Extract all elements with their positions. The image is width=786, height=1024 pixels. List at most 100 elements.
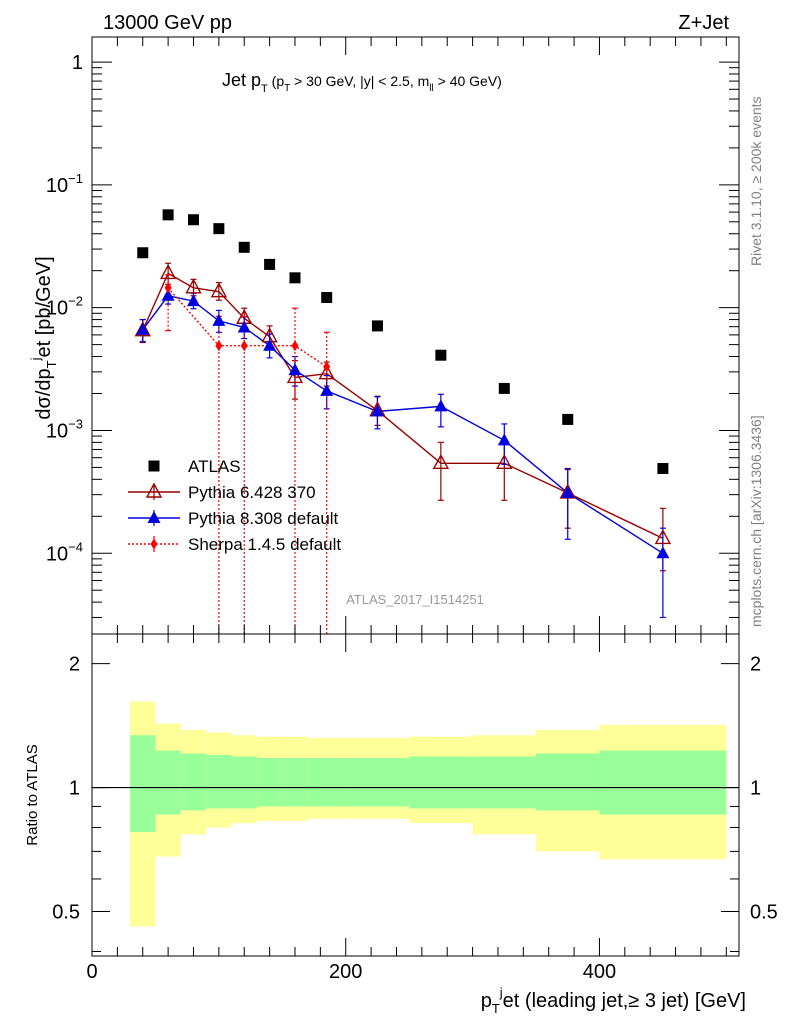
data-point: [186, 294, 200, 307]
y-tick-label: 10−4: [46, 539, 83, 565]
data-point: [370, 404, 384, 417]
ratio-band-inner: [155, 750, 181, 815]
ratio-band-inner: [536, 753, 600, 811]
ratio-y-tick-label-right: 0.5: [750, 902, 778, 924]
data-point: [657, 462, 669, 474]
data-point: [288, 363, 302, 376]
ratio-y-tick-label-right: 2: [750, 654, 761, 676]
data-point: [263, 338, 277, 351]
ratio-axes: 2 2 1 1 0.5 0.5 0 200 400: [52, 634, 778, 983]
data-point: [656, 546, 670, 559]
series-line: [167, 287, 328, 368]
data-point: [498, 382, 510, 394]
legend-label: Pythia 6.428 370: [188, 483, 316, 502]
data-point: [323, 361, 331, 373]
data-point: [134, 321, 151, 337]
legend-label: Pythia 8.308 default: [188, 509, 339, 528]
data-markers: [134, 209, 672, 559]
data-point: [137, 247, 149, 259]
ratio-band-inner: [282, 757, 308, 807]
ratio-frame: [91, 633, 740, 957]
ratio-band-inner: [599, 750, 727, 815]
data-point: [289, 272, 301, 284]
data-point: [434, 399, 448, 412]
title-main-sub: T: [261, 83, 268, 95]
x-tick-label: 0: [86, 961, 97, 983]
data-point: [215, 340, 223, 352]
data-point: [435, 349, 447, 361]
ratio-y-tick-label: 1: [69, 778, 80, 800]
ratio-band-inner: [409, 756, 473, 809]
energy-label: 13000 GeV pp: [103, 12, 232, 34]
data-point: [320, 383, 334, 396]
data-point: [213, 223, 225, 235]
data-point: [147, 511, 161, 523]
ratio-band-inner: [256, 757, 283, 807]
x-tick-label: 200: [329, 961, 362, 983]
data-point: [145, 482, 163, 498]
data-point: [185, 278, 202, 294]
process-label: Z+Jet: [678, 12, 729, 34]
legend-label: ATLAS: [188, 457, 241, 476]
title-mid: > 30 GeV, |y| < 2.5, m: [290, 73, 429, 89]
data-point: [318, 364, 335, 380]
data-point: [237, 320, 251, 333]
data-point: [321, 291, 333, 303]
legend: ATLAS Pythia 6.428 370 Pythia 8.308 defaul…: [128, 457, 341, 554]
x-axis-label: pTjet (leading jet,≥ 3 jet) [GeV]: [481, 985, 746, 1016]
title-open: (p: [268, 73, 285, 89]
chart-title: Jet pT (pT > 30 GeV, |y| < 2.5, mll > 40…: [222, 70, 502, 95]
ratio-band-inner: [130, 735, 156, 833]
data-point: [432, 453, 450, 470]
y-axis-label: dσ/dpTjet [pb/GeV]: [28, 256, 59, 419]
y-tick-label: 10−2: [46, 294, 83, 320]
data-point: [291, 340, 299, 352]
ratio-band-inner: [180, 753, 207, 811]
data-point: [371, 320, 383, 332]
ratio-band-inner: [345, 757, 410, 807]
y-tick-label: 1: [72, 52, 83, 74]
y-tick-label: 10−3: [46, 416, 83, 442]
data-point: [148, 460, 160, 472]
title-mid-sub: ll: [429, 83, 433, 94]
data-point: [654, 528, 672, 545]
data-point: [164, 282, 172, 294]
data-point: [210, 282, 228, 298]
data-point: [497, 433, 511, 446]
y-tick-label: 10−1: [46, 171, 83, 197]
data-point: [136, 322, 150, 335]
data-point: [212, 313, 226, 326]
ratio-y-tick-label-right: 1: [750, 778, 761, 800]
data-point: [150, 538, 158, 550]
error-bars: [139, 262, 666, 634]
data-point: [264, 258, 276, 270]
main-panel: 110−110−210−310−4 Jet pT (pT > 30 GeV, |…: [28, 36, 740, 635]
ratio-band-inner: [206, 754, 232, 809]
data-point: [562, 413, 574, 425]
data-point: [187, 214, 199, 226]
data-point: [240, 340, 248, 352]
ratio-band-inner: [231, 756, 257, 809]
ratio-y-tick-label: 0.5: [52, 902, 80, 924]
rivet-label: Rivet 3.1.10, ≥ 200k events: [748, 96, 764, 266]
ratio-band-inner: [307, 757, 346, 807]
data-point: [496, 453, 513, 470]
ratio-band-inner: [472, 756, 537, 809]
ratio-bands: [92, 701, 739, 927]
x-tick-label: 400: [583, 961, 616, 983]
title-open-sub: T: [284, 83, 290, 94]
ratio-panel: 2 2 1 1 0.5 0.5 0 200 400 Ratio to ATLAS pTjet (…: [24, 633, 778, 1016]
data-point: [286, 368, 304, 384]
ratio-y-label: Ratio to ATLAS: [24, 744, 41, 845]
data-point: [162, 209, 174, 221]
ratio-y-tick-label: 2: [69, 654, 80, 676]
title-main: Jet p: [222, 70, 261, 90]
data-point: [238, 241, 250, 253]
data-point: [561, 485, 575, 498]
analysis-id-label: ATLAS_2017_I1514251: [346, 592, 484, 607]
data-point: [159, 263, 177, 280]
legend-label: Sherpa 1.4.5 default: [188, 535, 341, 554]
mcplots-label: mcplots.cern.ch [arXiv:1306.3436]: [748, 415, 764, 627]
title-close: > 40 GeV): [434, 73, 502, 89]
